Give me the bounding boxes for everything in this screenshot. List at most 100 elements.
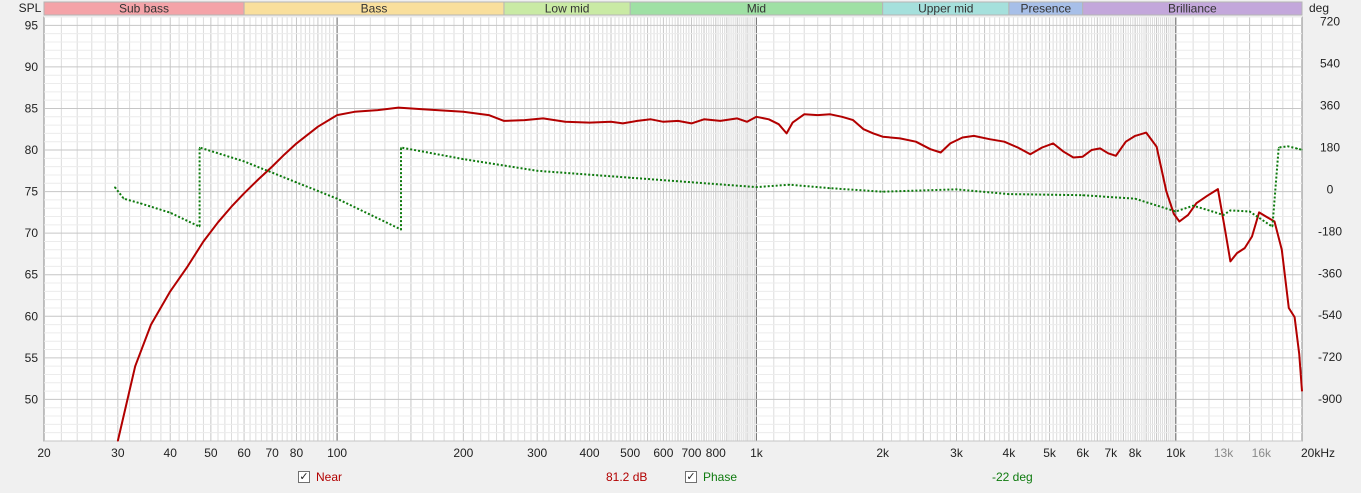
series-near-line <box>116 106 1303 442</box>
series-near-point <box>1099 147 1101 149</box>
series-near-point <box>1165 191 1167 193</box>
series-near-point <box>1251 235 1253 238</box>
series-near-point <box>1072 156 1074 159</box>
series-phase-point <box>755 186 758 188</box>
series-phase-point <box>1301 149 1303 151</box>
band-label: Brilliance <box>1168 2 1217 16</box>
series-near-point <box>422 108 424 110</box>
near-checkbox[interactable]: ✓ <box>298 471 310 483</box>
series-phase-point <box>400 146 402 149</box>
series-near-point <box>792 122 794 124</box>
series-phase-point <box>629 177 631 179</box>
series-phase-point <box>1249 210 1251 213</box>
series-phase-point <box>882 191 884 193</box>
series-near-point <box>1281 249 1283 251</box>
left-tick-label: 85 <box>25 101 39 115</box>
near-legend-item[interactable]: ✓ Near <box>298 470 342 484</box>
series-phase-point <box>1008 193 1010 195</box>
series-near-point <box>677 120 679 122</box>
series-phase-point <box>829 187 831 189</box>
series-phase-point <box>1278 146 1280 149</box>
x-tick-label: 5k <box>1043 446 1057 460</box>
series-near-point <box>317 126 319 128</box>
x-tick-label: 6k <box>1076 446 1090 460</box>
series-near-point <box>817 114 819 116</box>
series-near-point <box>542 117 544 119</box>
series-near-point <box>1134 135 1136 137</box>
right-tick-label: 720 <box>1320 15 1340 29</box>
x-tick-label: 60 <box>237 446 251 460</box>
series-near-point <box>1156 146 1158 148</box>
series-near-point <box>150 324 152 326</box>
band-label: Presence <box>1020 2 1071 16</box>
series-near-point <box>1063 151 1065 153</box>
left-tick-label: 50 <box>25 392 39 406</box>
x-tick-label: 10k <box>1166 446 1186 460</box>
series-near-point <box>610 121 612 123</box>
series-phase-point <box>295 181 298 183</box>
series-near-point <box>336 114 338 116</box>
series-near-point <box>882 136 884 138</box>
series-near-point <box>899 137 901 139</box>
x-tick-label: 4k <box>1003 446 1017 460</box>
phase-checkbox[interactable]: ✓ <box>685 471 697 483</box>
legend: ✓ Near 81.2 dB ✓ Phase -22 deg <box>0 466 1361 490</box>
series-near-point <box>230 206 233 208</box>
series-near-point <box>353 111 356 113</box>
series-phase-point <box>169 212 171 214</box>
right-axis-title: deg <box>1309 1 1329 15</box>
x-tick-label: 20kHz <box>1301 446 1335 460</box>
series-near-point <box>1294 316 1296 318</box>
right-tick-label: 360 <box>1320 99 1340 113</box>
right-tick-label: 540 <box>1320 57 1340 71</box>
series-near-point <box>1273 220 1276 223</box>
left-tick-label: 80 <box>25 143 39 157</box>
series-near-point <box>1115 155 1117 157</box>
series-phase-point <box>199 146 201 149</box>
series-near-point <box>1091 149 1093 151</box>
series-phase-point <box>536 170 538 172</box>
phase-label: Phase <box>703 470 738 484</box>
series-near-point <box>1082 156 1084 158</box>
series-phase-point <box>199 226 201 228</box>
x-tick-label: 70 <box>265 446 279 460</box>
series-near-point <box>719 120 721 122</box>
right-tick-label: 0 <box>1327 182 1334 196</box>
series-near-point <box>1288 307 1290 309</box>
left-tick-label: 65 <box>25 268 39 282</box>
series-near-point <box>284 153 286 155</box>
series-near-point <box>1107 152 1109 154</box>
x-tick-label: 8k <box>1129 446 1143 460</box>
x-tick-label: 7k <box>1104 446 1118 460</box>
x-tick-label: 100 <box>327 446 347 460</box>
series-near-point <box>462 111 464 113</box>
series-near-point <box>1229 260 1231 262</box>
series-phase-line <box>114 145 1303 231</box>
series-near-point <box>1145 132 1147 134</box>
frequency-bands: Sub bass Bass Low mid Mid Upper mid Presence B… <box>43 1 1303 16</box>
series-phase-point <box>1271 226 1273 228</box>
series-near-point <box>1003 141 1005 143</box>
series-near-point <box>636 120 638 122</box>
left-tick-label: 70 <box>25 226 39 240</box>
series-near-point <box>1298 353 1300 355</box>
left-tick-label: 60 <box>25 309 39 323</box>
series-near-point <box>1224 228 1226 230</box>
series-near-point <box>117 440 119 442</box>
left-tick-label: 95 <box>25 18 39 32</box>
left-tick-label: 55 <box>25 351 39 365</box>
series-near-point <box>187 265 189 267</box>
x-tick-label: 16k <box>1252 446 1272 460</box>
series-near-point <box>872 132 874 134</box>
x-tick-label: 20 <box>37 446 51 460</box>
series-near-point <box>258 178 260 180</box>
phase-legend-item[interactable]: ✓ Phase <box>685 470 737 484</box>
series-near-point <box>841 116 843 118</box>
series-near-point <box>755 116 758 118</box>
series-near-point <box>949 142 951 144</box>
right-tick-label: -540 <box>1318 308 1342 322</box>
band-label: Sub bass <box>119 2 169 16</box>
series-near-point <box>1041 146 1043 149</box>
series-near-point <box>703 118 705 120</box>
right-tick-label: -360 <box>1318 266 1342 280</box>
